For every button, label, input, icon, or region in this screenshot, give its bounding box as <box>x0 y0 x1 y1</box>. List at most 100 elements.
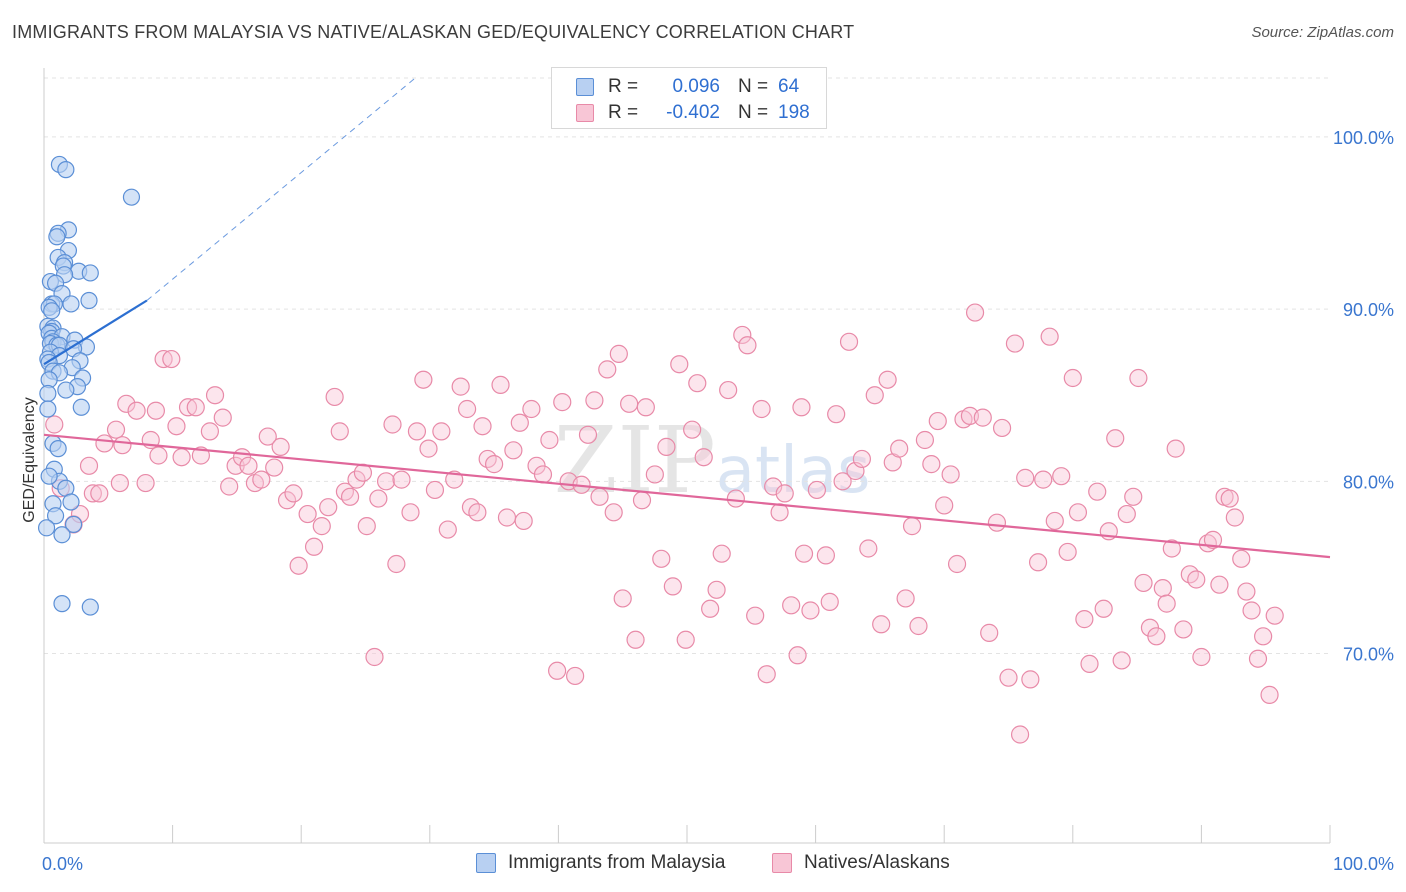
data-point-pink <box>707 580 726 599</box>
data-point-blue <box>64 515 83 533</box>
data-point-pink <box>504 441 523 460</box>
data-point-pink <box>909 616 928 636</box>
data-point-pink <box>878 370 897 389</box>
data-point-pink <box>1225 508 1244 527</box>
data-point-pink <box>357 517 376 536</box>
data-point-pink <box>566 666 585 686</box>
data-point-pink <box>497 508 517 527</box>
data-point-pink <box>987 513 1007 532</box>
data-point-pink <box>95 434 114 453</box>
data-point-pink <box>915 430 935 450</box>
data-point-pink <box>533 465 553 484</box>
data-point-pink <box>1192 647 1211 667</box>
data-point-pink <box>746 606 765 625</box>
data-point-pink <box>694 448 713 467</box>
data-point-pink <box>473 417 492 436</box>
data-point-pink <box>859 539 878 558</box>
data-point-pink <box>186 398 205 417</box>
data-point-pink <box>1005 334 1025 353</box>
data-point-pink <box>340 487 360 506</box>
data-point-blue <box>53 526 71 544</box>
data-point-pink <box>973 408 992 427</box>
data-point-pink <box>613 589 632 608</box>
data-point-pink <box>387 554 406 574</box>
data-point-pink <box>1242 601 1261 620</box>
data-point-pink <box>1058 542 1077 562</box>
data-point-pink <box>947 554 967 574</box>
data-point-pink <box>1117 504 1136 524</box>
data-point-pink <box>451 377 470 396</box>
data-point-pink <box>414 370 433 389</box>
data-point-pink <box>1080 654 1099 673</box>
data-point-pink <box>491 375 510 394</box>
legend-r-value-pink: -0.402 <box>666 102 720 123</box>
data-point-pink <box>407 422 427 441</box>
data-point-pink <box>1094 599 1113 618</box>
data-point-pink <box>928 411 947 431</box>
source-label: Source: ZipAtlas.com <box>1251 24 1394 41</box>
data-point-pink <box>1040 327 1059 346</box>
data-point-pink <box>252 470 271 489</box>
legend-n-value-blue: 64 <box>778 76 800 97</box>
data-point-pink <box>127 401 146 420</box>
legend-swatch-pink <box>576 104 594 122</box>
data-point-pink <box>1068 503 1088 522</box>
data-point-pink <box>79 456 99 475</box>
data-point-pink <box>325 387 344 407</box>
data-point-pink <box>369 489 388 508</box>
data-point-pink <box>1198 534 1217 553</box>
x-tick-label: 0.0% <box>42 854 83 874</box>
data-point-pink <box>392 470 411 489</box>
data-point-pink <box>113 436 132 455</box>
data-point-pink <box>992 418 1012 438</box>
legend-swatch-blue <box>576 78 594 96</box>
data-point-blue <box>81 598 99 616</box>
legend-row-blue: R = 0.096 N = 64 <box>576 75 799 99</box>
data-point-pink <box>154 349 173 369</box>
data-point-pink <box>1028 553 1048 572</box>
data-point-pink <box>683 420 702 439</box>
data-point-pink <box>271 437 290 456</box>
data-point-pink <box>1021 670 1040 689</box>
data-point-pink <box>1034 470 1053 489</box>
data-point-pink <box>298 504 317 524</box>
data-point-pink <box>1203 530 1223 549</box>
data-point-blue <box>40 467 58 485</box>
data-point-pink <box>213 408 232 427</box>
data-point-pink <box>90 484 109 503</box>
data-point-pink <box>514 511 533 531</box>
data-point-pink <box>1016 468 1035 487</box>
data-point-pink <box>701 599 720 618</box>
data-point-pink <box>258 427 277 446</box>
data-point-pink <box>941 465 960 484</box>
data-point-blue <box>57 161 75 179</box>
data-point-pink <box>432 422 451 441</box>
data-point-pink <box>807 480 826 500</box>
data-point-pink <box>609 344 628 363</box>
stats-legend: R = 0.096 N = 64 R = -0.402 N = 198 <box>551 67 827 129</box>
data-point-pink <box>149 446 168 465</box>
data-point-pink <box>1124 487 1143 506</box>
data-point-pink <box>1106 429 1125 448</box>
bottom-legend-swatch-blue <box>476 853 496 873</box>
data-point-pink <box>1157 594 1176 613</box>
data-point-pink <box>604 503 623 522</box>
data-point-pink <box>890 439 909 458</box>
data-point-pink <box>106 420 126 439</box>
data-point-blue <box>39 384 57 403</box>
data-point-pink <box>335 482 355 501</box>
data-point-pink <box>782 596 801 615</box>
data-point-pink <box>712 544 731 563</box>
data-point-pink <box>752 399 771 419</box>
data-point-pink <box>1265 606 1284 625</box>
data-point-pink <box>1010 725 1030 744</box>
data-point-pink <box>965 303 985 322</box>
data-point-pink <box>1129 368 1148 388</box>
data-point-pink <box>801 601 820 620</box>
legend-r-value-blue: 0.096 <box>672 76 720 97</box>
data-point-pink <box>457 399 477 419</box>
data-point-pink <box>1112 651 1131 670</box>
data-point-pink <box>1248 649 1268 668</box>
data-point-pink <box>376 472 396 491</box>
data-point-blue <box>57 381 75 399</box>
